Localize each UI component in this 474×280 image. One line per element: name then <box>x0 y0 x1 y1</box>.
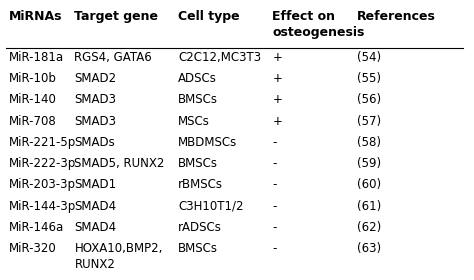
Text: +: + <box>273 51 282 64</box>
Text: SMADs: SMADs <box>74 136 115 149</box>
Text: (58): (58) <box>357 136 381 149</box>
Text: References: References <box>357 10 436 23</box>
Text: (62): (62) <box>357 221 382 234</box>
Text: SMAD4: SMAD4 <box>74 221 117 234</box>
Text: rADSCs: rADSCs <box>178 221 222 234</box>
Text: RGS4, GATA6: RGS4, GATA6 <box>74 51 152 64</box>
Text: rBMSCs: rBMSCs <box>178 178 223 191</box>
Text: BMSCs: BMSCs <box>178 242 218 255</box>
Text: HOXA10,BMP2,
RUNX2: HOXA10,BMP2, RUNX2 <box>74 242 163 271</box>
Text: MBDMSCs: MBDMSCs <box>178 136 237 149</box>
Text: C3H10T1/2: C3H10T1/2 <box>178 200 244 213</box>
Text: SMAD4: SMAD4 <box>74 200 117 213</box>
Text: MiR-181a: MiR-181a <box>9 51 64 64</box>
Text: (56): (56) <box>357 94 381 106</box>
Text: SMAD3: SMAD3 <box>74 94 117 106</box>
Text: -: - <box>273 178 277 191</box>
Text: +: + <box>273 72 282 85</box>
Text: (57): (57) <box>357 115 381 128</box>
Text: Target gene: Target gene <box>74 10 158 23</box>
Text: MiR-140: MiR-140 <box>9 94 56 106</box>
Text: -: - <box>273 200 277 213</box>
Text: MiR-320: MiR-320 <box>9 242 56 255</box>
Text: MiR-203-3p: MiR-203-3p <box>9 178 75 191</box>
Text: SMAD1: SMAD1 <box>74 178 117 191</box>
Text: (61): (61) <box>357 200 382 213</box>
Text: -: - <box>273 136 277 149</box>
Text: (55): (55) <box>357 72 381 85</box>
Text: -: - <box>273 157 277 170</box>
Text: +: + <box>273 115 282 128</box>
Text: Cell type: Cell type <box>178 10 240 23</box>
Text: MiR-222-3p: MiR-222-3p <box>9 157 76 170</box>
Text: MiR-146a: MiR-146a <box>9 221 64 234</box>
Text: MiR-221-5p: MiR-221-5p <box>9 136 76 149</box>
Text: MiR-144-3p: MiR-144-3p <box>9 200 76 213</box>
Text: (60): (60) <box>357 178 381 191</box>
Text: SMAD3: SMAD3 <box>74 115 117 128</box>
Text: ADSCs: ADSCs <box>178 72 217 85</box>
Text: Effect on
osteogenesis: Effect on osteogenesis <box>273 10 365 39</box>
Text: BMSCs: BMSCs <box>178 157 218 170</box>
Text: C2C12,MC3T3: C2C12,MC3T3 <box>178 51 261 64</box>
Text: MiRNAs: MiRNAs <box>9 10 62 23</box>
Text: MSCs: MSCs <box>178 115 210 128</box>
Text: BMSCs: BMSCs <box>178 94 218 106</box>
Text: (63): (63) <box>357 242 381 255</box>
Text: -: - <box>273 242 277 255</box>
Text: SMAD5, RUNX2: SMAD5, RUNX2 <box>74 157 165 170</box>
Text: SMAD2: SMAD2 <box>74 72 117 85</box>
Text: +: + <box>273 94 282 106</box>
Text: -: - <box>273 221 277 234</box>
Text: MiR-708: MiR-708 <box>9 115 56 128</box>
Text: MiR-10b: MiR-10b <box>9 72 56 85</box>
Text: (54): (54) <box>357 51 381 64</box>
Text: (59): (59) <box>357 157 381 170</box>
